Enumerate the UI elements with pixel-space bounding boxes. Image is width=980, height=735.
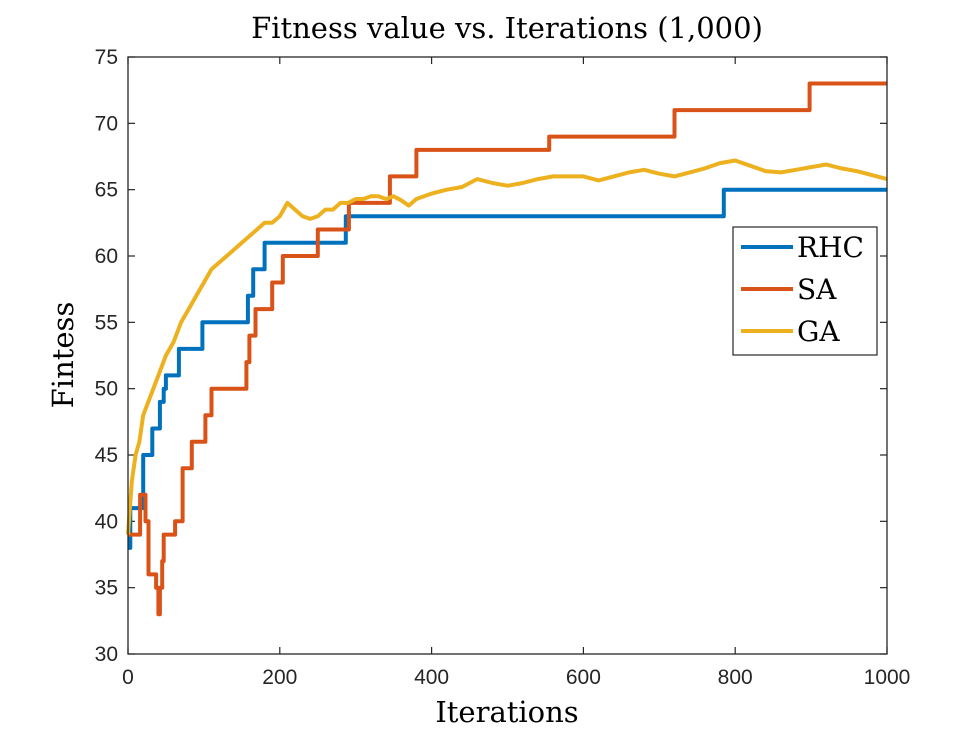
y-tick-label: 30 — [95, 643, 118, 666]
x-tick-label: 1000 — [864, 666, 911, 689]
x-tick-label: 800 — [718, 666, 753, 689]
x-axis-label: Iterations — [435, 695, 578, 729]
series-line-rhc — [128, 187, 887, 550]
y-tick-label: 70 — [95, 112, 118, 135]
legend: RHC SA GA — [732, 226, 878, 356]
chart-title: Fitness value vs. Iterations (1,000) — [251, 11, 763, 45]
series-line-ga — [126, 158, 888, 535]
x-tick-label: 600 — [566, 666, 601, 689]
y-tick-label: 75 — [95, 46, 118, 69]
x-tick-label: 0 — [122, 666, 134, 689]
axis-ticks: 0 200 400 600 800 1000 30 35 40 45 50 55 60 65 70 75 — [95, 46, 911, 689]
legend-label-rhc: RHC — [797, 231, 864, 264]
x-tick-label: 200 — [262, 666, 297, 689]
series-line-sa — [128, 81, 887, 617]
y-tick-label: 50 — [95, 378, 118, 401]
x-tick-label: 400 — [414, 666, 449, 689]
legend-label-ga: GA — [797, 315, 840, 348]
y-tick-label: 45 — [95, 444, 118, 467]
y-tick-label: 55 — [95, 311, 118, 334]
series-lines — [126, 81, 888, 617]
legend-label-sa: SA — [797, 273, 837, 306]
y-tick-label: 40 — [95, 510, 118, 533]
y-axis-label: Fintess — [46, 302, 80, 409]
y-tick-label: 60 — [95, 245, 118, 268]
y-tick-label: 65 — [95, 179, 118, 202]
plot-frame — [127, 56, 888, 655]
y-tick-label: 35 — [95, 577, 118, 600]
